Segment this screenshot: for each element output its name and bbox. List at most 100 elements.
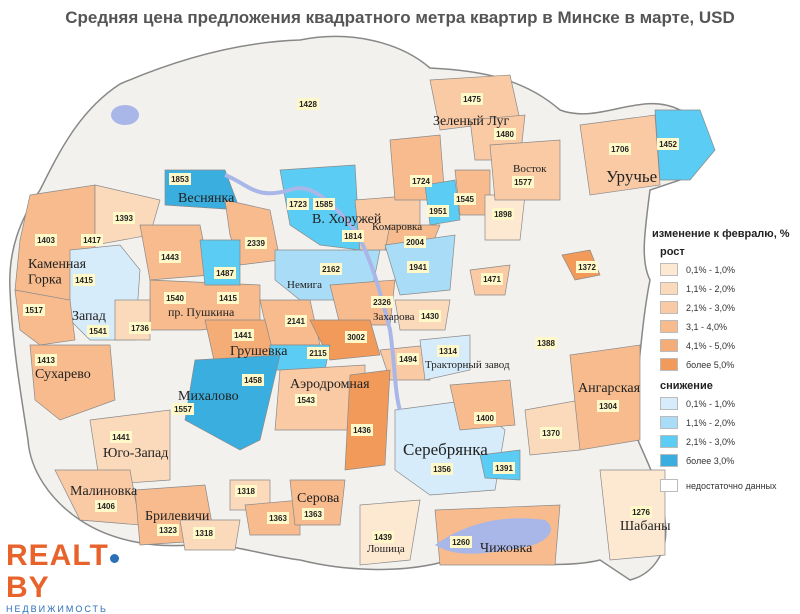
price-badge: 1540 <box>164 292 186 304</box>
legend-swatch <box>660 397 678 410</box>
svg-text:1545: 1545 <box>456 195 474 204</box>
legend-text: 2,1% - 3,0% <box>686 302 736 313</box>
legend-text: 0,1% - 1,0% <box>686 398 736 409</box>
svg-text:1441: 1441 <box>234 331 252 340</box>
price-badge: 1541 <box>87 325 109 337</box>
svg-text:1439: 1439 <box>374 533 392 542</box>
district-name-part: Тракторный завод <box>425 359 510 371</box>
svg-text:1276: 1276 <box>632 508 650 517</box>
legend-swatch <box>660 282 678 295</box>
svg-text:1370: 1370 <box>542 429 560 438</box>
price-badge: 1517 <box>23 304 45 316</box>
price-badge: 1318 <box>235 485 257 497</box>
price-badge: 1428 <box>297 98 319 110</box>
district-area[interactable] <box>449 379 516 431</box>
svg-text:2162: 2162 <box>322 265 340 274</box>
district-area[interactable] <box>344 369 391 471</box>
svg-text:1577: 1577 <box>514 178 532 187</box>
legend-swatch <box>660 339 678 352</box>
svg-text:1393: 1393 <box>115 214 133 223</box>
minsk-map: Зеленый Луг Восток Уручье Веснянка В. Хо… <box>9 35 716 581</box>
price-badge: 2339 <box>245 237 267 249</box>
price-badge: 1356 <box>431 463 453 475</box>
legend-swatch <box>660 454 678 467</box>
district-name-part: Каменная <box>28 257 87 272</box>
legend-text: 1,1% - 2,0% <box>686 417 736 428</box>
legend-swatch <box>660 358 678 371</box>
svg-text:1585: 1585 <box>315 200 333 209</box>
price-badge: 1724 <box>410 175 432 187</box>
svg-text:1706: 1706 <box>611 145 629 154</box>
price-badge: 1898 <box>492 208 514 220</box>
price-badge: 2162 <box>320 263 342 275</box>
legend-text: более 5,0% <box>686 359 735 370</box>
svg-text:1413: 1413 <box>37 356 55 365</box>
district-name: Уручье <box>606 167 657 186</box>
price-badge: 2004 <box>404 236 426 248</box>
svg-text:1314: 1314 <box>439 347 457 356</box>
svg-text:1517: 1517 <box>25 306 43 315</box>
district-name: Тракторный завод <box>425 359 510 371</box>
district-area[interactable] <box>489 139 561 201</box>
svg-text:1941: 1941 <box>409 263 427 272</box>
legend-row: 3,1 - 4,0% <box>660 317 800 336</box>
svg-text:2339: 2339 <box>247 239 265 248</box>
svg-text:1471: 1471 <box>483 275 501 284</box>
svg-text:1363: 1363 <box>304 510 322 519</box>
legend-growth-list: 0,1% - 1,0% 1,1% - 2,0% 2,1% - 3,0% 3,1 - 4… <box>652 260 800 374</box>
svg-text:1480: 1480 <box>496 130 514 139</box>
district-name: Грушевка <box>230 344 288 359</box>
svg-text:2004: 2004 <box>406 238 424 247</box>
svg-text:1443: 1443 <box>161 253 179 262</box>
svg-text:1400: 1400 <box>476 414 494 423</box>
price-badges: 1475 1480 1577 1706 1452 1428 1853 1723 … <box>23 93 679 548</box>
logo-dot <box>109 554 119 563</box>
price-badge: 1443 <box>159 251 181 263</box>
district-name: Шабаны <box>620 519 671 534</box>
price-badge: 1452 <box>657 138 679 150</box>
svg-text:1372: 1372 <box>578 263 596 272</box>
price-badge: 1585 <box>313 198 335 210</box>
svg-text:1452: 1452 <box>659 140 677 149</box>
svg-text:1723: 1723 <box>289 200 307 209</box>
price-badge: 1458 <box>242 374 264 386</box>
price-badge: 1723 <box>287 198 309 210</box>
svg-text:1318: 1318 <box>237 487 255 496</box>
district-area[interactable] <box>14 289 76 346</box>
map-title: Средняя цена предложения квадратного мет… <box>65 8 735 27</box>
district-name: Запад <box>72 309 106 324</box>
lake <box>111 105 139 125</box>
district-area[interactable] <box>569 344 641 451</box>
legend-growth-label: рост <box>660 246 685 258</box>
price-badge: 1415 <box>217 292 239 304</box>
price-badge: 1415 <box>73 274 95 286</box>
legend-row: 2,1% - 3,0% <box>660 298 800 317</box>
svg-text:1951: 1951 <box>429 207 447 216</box>
price-badge: 1706 <box>609 143 631 155</box>
price-badge: 1441 <box>110 431 132 443</box>
legend-text: недостаточно данных <box>686 480 777 491</box>
svg-text:1406: 1406 <box>97 502 115 511</box>
price-badge: 1403 <box>35 234 57 246</box>
district-name: В. Хоружей <box>312 212 382 227</box>
price-badge: 1391 <box>493 462 515 474</box>
district-name: Брилевичи <box>145 509 210 524</box>
realt-logo: REALTBY НЕДВИЖИМОСТЬ <box>6 540 156 614</box>
district-name: Веснянка <box>178 191 235 206</box>
price-badge: 1430 <box>419 310 441 322</box>
district-name: Комаровка <box>372 221 422 233</box>
price-badge: 1406 <box>95 500 117 512</box>
svg-text:1724: 1724 <box>412 177 430 186</box>
svg-text:1541: 1541 <box>89 327 107 336</box>
legend-drop-list: 0,1% - 1,0% 1,1% - 2,0% 2,1% - 3,0% более 3… <box>652 394 800 470</box>
district-area[interactable] <box>654 109 716 181</box>
price-badge: 2141 <box>285 315 307 327</box>
legend-row: 0,1% - 1,0% <box>660 394 800 413</box>
district-area[interactable] <box>89 409 171 486</box>
district-name: Аэродромная <box>290 377 370 392</box>
price-badge: 1413 <box>35 354 57 366</box>
svg-text:1415: 1415 <box>75 276 93 285</box>
price-badge: 1736 <box>129 322 151 334</box>
logo-subtitle: НЕДВИЖИМОСТЬ <box>6 604 108 614</box>
price-badge: 1400 <box>474 412 496 424</box>
